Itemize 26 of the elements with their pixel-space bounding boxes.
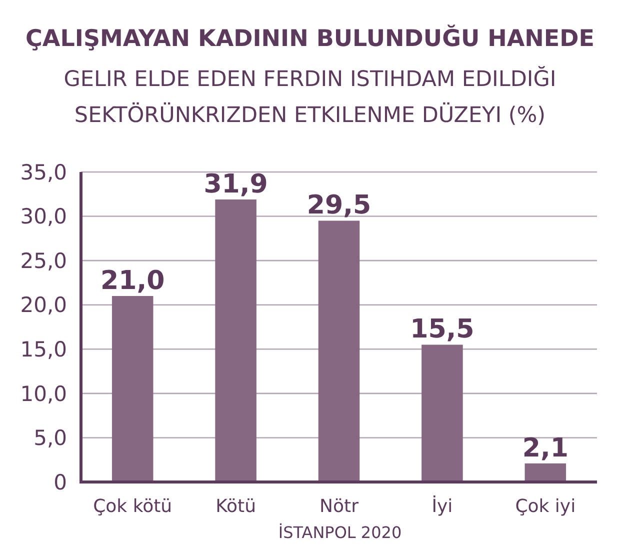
y-tick-label: 5,0 [34, 426, 67, 450]
bar [318, 220, 360, 482]
x-tick-label: Çok iyi [515, 496, 576, 517]
text: İSTANPOL 2020 [278, 523, 402, 542]
y-tick-label: 20,0 [20, 293, 67, 318]
y-tick-label: 25,0 [20, 248, 67, 273]
data-label: 31,9 [204, 169, 268, 200]
data-label: 21,0 [100, 266, 165, 296]
bar [524, 463, 566, 482]
x-tick-label: Çok kötü [93, 496, 172, 517]
chart-subtitle: GELIR ELDE EDEN FERDIN ISTIHDAM EDILDIĞI SEKTÖRÜNKRIZDEN ETKILENME DÜZEYI (%) [64, 66, 556, 128]
y-tick-label: 0 [54, 470, 67, 494]
bar [215, 199, 256, 482]
chart-title: ÇALIŞMAYAN KADININ BULUNDUĞU HANEDE [26, 24, 594, 52]
x-tick-label: Kötü [216, 496, 256, 517]
y-tick-label: 30,0 [20, 204, 67, 229]
y-tick-label: 10,0 [20, 382, 67, 406]
x-tick-label: İyi [432, 495, 453, 517]
y-tick-label: 35,0 [20, 160, 67, 184]
data-label: 15,5 [410, 314, 474, 345]
x-tick-label: Nötr [320, 496, 360, 517]
bar [112, 296, 154, 482]
data-label: 2,1 [522, 433, 568, 464]
bar [422, 344, 463, 482]
y-tick-label: 15,0 [20, 337, 67, 362]
data-label: 29,5 [306, 190, 372, 221]
